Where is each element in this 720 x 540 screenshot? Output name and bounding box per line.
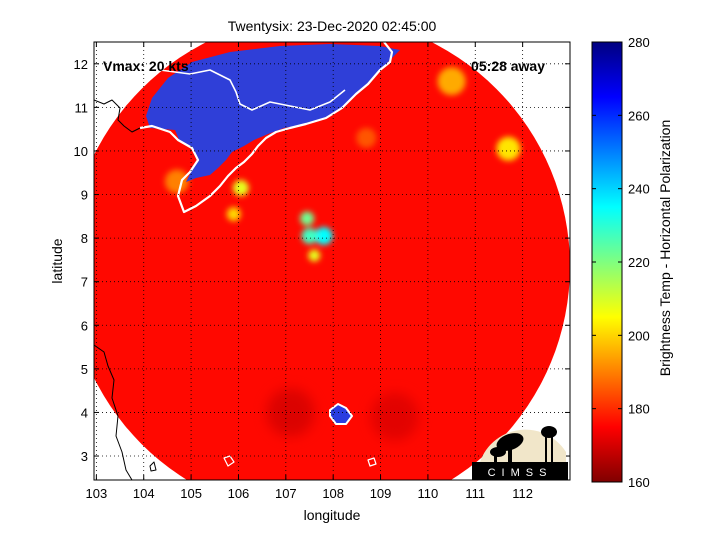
colorbar-tick-label-0: 160 [628, 475, 650, 490]
colorbar-tick-label-3: 220 [628, 255, 650, 270]
plot-area: 103 104 105 106 107 108 109 110 111 112 345678910… [74, 41, 571, 501]
feature-point-1 [301, 227, 318, 244]
colorbar-label: Brightness Temp - Horizontal Polarizatio… [657, 120, 673, 377]
x-tick-label-2: 105 [180, 486, 202, 501]
feature-point-9 [356, 127, 377, 148]
y-ticks: 3 4 5 6 7 8 9 10 11 12 [74, 57, 570, 464]
chart-title: Twentysix: 23-Dec-2020 02:45:00 [228, 18, 437, 34]
away-annotation: 05:28 away [471, 58, 545, 74]
feature-point-0 [314, 226, 333, 245]
cimss-logo-text: CIMSS [488, 467, 553, 479]
colorbar-tick-label-4: 240 [628, 182, 650, 197]
x-tick-label-3: 106 [228, 486, 250, 501]
coastline [94, 42, 400, 480]
x-tick-label-7: 110 [418, 486, 439, 501]
x-axis-label: longitude [304, 507, 361, 523]
cold-region-2 [370, 392, 419, 441]
feature-point-8 [164, 169, 189, 194]
x-tick-label-4: 107 [275, 486, 297, 501]
y-tick-label-9: 12 [74, 57, 88, 72]
y-axis-label: latitude [49, 238, 65, 283]
y-tick-label-1: 4 [81, 405, 88, 420]
colorbar-tick-label-2: 200 [628, 328, 650, 343]
colorbar: 160 180 200 220 240 260 280 Brightness Temp - … [591, 35, 673, 490]
colorbar-tick-label-1: 180 [628, 402, 650, 417]
vmax-annotation: Vmax: 20 kts [103, 58, 189, 74]
x-ticks: 103 104 105 106 107 108 109 110 111 112 [86, 42, 533, 501]
plot-frame [93, 41, 571, 481]
y-tick-label-2: 5 [81, 362, 88, 377]
colorbar-tick-label-6: 280 [628, 35, 650, 50]
x-tick-label-0: 103 [86, 486, 108, 501]
x-tick-label-8: 111 [465, 486, 485, 501]
cimss-logo: CIMSS [472, 426, 568, 480]
feature-point-2 [300, 211, 315, 226]
colorbar-ticks: 160 180 200 220 240 260 280 [592, 35, 650, 490]
feature-point-7 [437, 67, 466, 96]
y-tick-label-4: 7 [81, 275, 88, 290]
x-tick-label-5: 108 [322, 486, 344, 501]
y-tick-label-5: 8 [81, 231, 88, 246]
y-tick-label-6: 9 [81, 188, 88, 203]
feature-point-6 [496, 136, 521, 161]
colorbar-tick-label-5: 260 [628, 108, 650, 123]
convective-features [164, 67, 521, 262]
feature-point-5 [226, 207, 241, 222]
feature-point-4 [232, 180, 249, 196]
x-tick-label-9: 112 [512, 486, 533, 501]
y-tick-label-8: 11 [75, 100, 89, 115]
x-tick-label-6: 109 [370, 486, 392, 501]
y-tick-label-3: 6 [81, 318, 88, 333]
y-tick-label-7: 10 [74, 144, 88, 159]
feature-point-3 [308, 249, 321, 262]
x-tick-label-1: 104 [133, 486, 155, 501]
y-tick-label-0: 3 [81, 449, 88, 464]
colorbar-gradient [592, 42, 622, 482]
